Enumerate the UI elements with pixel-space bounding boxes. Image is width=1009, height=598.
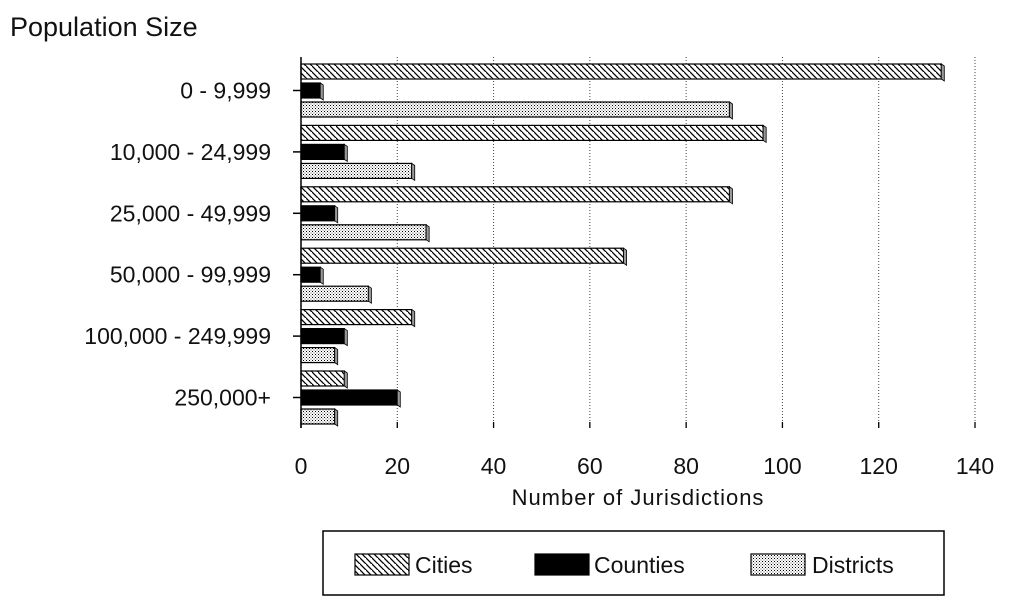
x-axis: 0 20 40 60 80 100 120 140 xyxy=(295,422,994,479)
x-tick-label-80: 80 xyxy=(673,453,699,479)
bar-edge-counties-0 xyxy=(319,82,324,101)
grid xyxy=(396,57,976,428)
bar-cities-3 xyxy=(300,247,625,264)
bar-edge-districts-4 xyxy=(334,346,339,366)
y-tick-label-4: 100,000 - 249,999 xyxy=(84,323,271,349)
bar-edge-cities-3 xyxy=(623,247,627,266)
bar-edge-districts-3 xyxy=(367,285,372,304)
bar-counties-1 xyxy=(300,143,345,160)
legend-box xyxy=(322,530,945,596)
y-tick-label-3: 50,000 - 99,999 xyxy=(110,262,271,288)
bar-counties-0 xyxy=(300,82,321,99)
y-tick-label-2: 25,000 - 49,999 xyxy=(110,200,271,226)
legend-label-districts: Districts xyxy=(812,552,894,578)
bar-counties-2 xyxy=(300,205,336,222)
bar-counties-3 xyxy=(300,266,321,283)
bar-counties-4 xyxy=(300,328,345,345)
y-tick-label-1: 10,000 - 24,999 xyxy=(110,139,271,165)
bar-edge-districts-1 xyxy=(411,162,416,182)
x-axis-label: Number of Jurisdictions xyxy=(512,485,765,510)
bar-cities-1 xyxy=(300,124,764,142)
bar-edge-counties-3 xyxy=(319,266,324,285)
legend-swatch-districts xyxy=(750,553,806,576)
bar-districts-2 xyxy=(300,224,427,241)
bar-districts-1 xyxy=(300,162,413,179)
bar-cities-5 xyxy=(300,370,345,387)
x-tick-label-140: 140 xyxy=(956,453,994,479)
legend-swatch-cities xyxy=(354,553,410,576)
x-tick-label-60: 60 xyxy=(577,453,603,479)
bar-cities-0 xyxy=(300,63,942,80)
legend-label-counties: Counties xyxy=(594,552,685,578)
bar-counties-5 xyxy=(300,389,398,406)
bar-edge-districts-2 xyxy=(425,224,430,243)
bar-edge-cities-2 xyxy=(729,186,733,205)
bar-edge-cities-5 xyxy=(343,370,348,389)
bar-districts-0 xyxy=(300,101,731,118)
legend-swatch-counties xyxy=(534,553,590,576)
legend: Cities Counties Districts xyxy=(322,530,945,596)
bar-districts-4 xyxy=(300,347,336,364)
bar-edge-counties-2 xyxy=(334,205,339,224)
x-tick-label-20: 20 xyxy=(384,453,410,479)
bar-edge-cities-4 xyxy=(411,308,416,328)
bars xyxy=(300,63,945,427)
bar-edge-cities-1 xyxy=(762,124,767,144)
bar-edge-districts-0 xyxy=(729,101,733,120)
bar-cities-4 xyxy=(300,309,413,326)
bar-districts-3 xyxy=(300,285,370,302)
x-tick-label-40: 40 xyxy=(481,453,507,479)
y-tick-label-5: 250,000+ xyxy=(174,385,271,411)
bar-edge-counties-1 xyxy=(343,143,348,163)
x-tick-label-0: 0 xyxy=(295,453,308,479)
bar-edge-counties-5 xyxy=(396,389,401,408)
y-tick-label-0: 0 - 9,999 xyxy=(180,78,271,104)
legend-label-cities: Cities xyxy=(415,552,473,578)
y-axis: 0 - 9,999 10,000 - 24,999 25,000 - 49,999 5… xyxy=(84,78,301,411)
chart-title: Population Size xyxy=(10,12,198,42)
bar-edge-counties-4 xyxy=(343,327,348,347)
x-tick-label-120: 120 xyxy=(860,453,898,479)
bar-districts-5 xyxy=(300,408,336,425)
bar-edge-districts-5 xyxy=(334,408,339,427)
bar-cities-2 xyxy=(300,186,731,203)
bar-edge-cities-0 xyxy=(940,63,945,82)
x-tick-label-100: 100 xyxy=(763,453,801,479)
